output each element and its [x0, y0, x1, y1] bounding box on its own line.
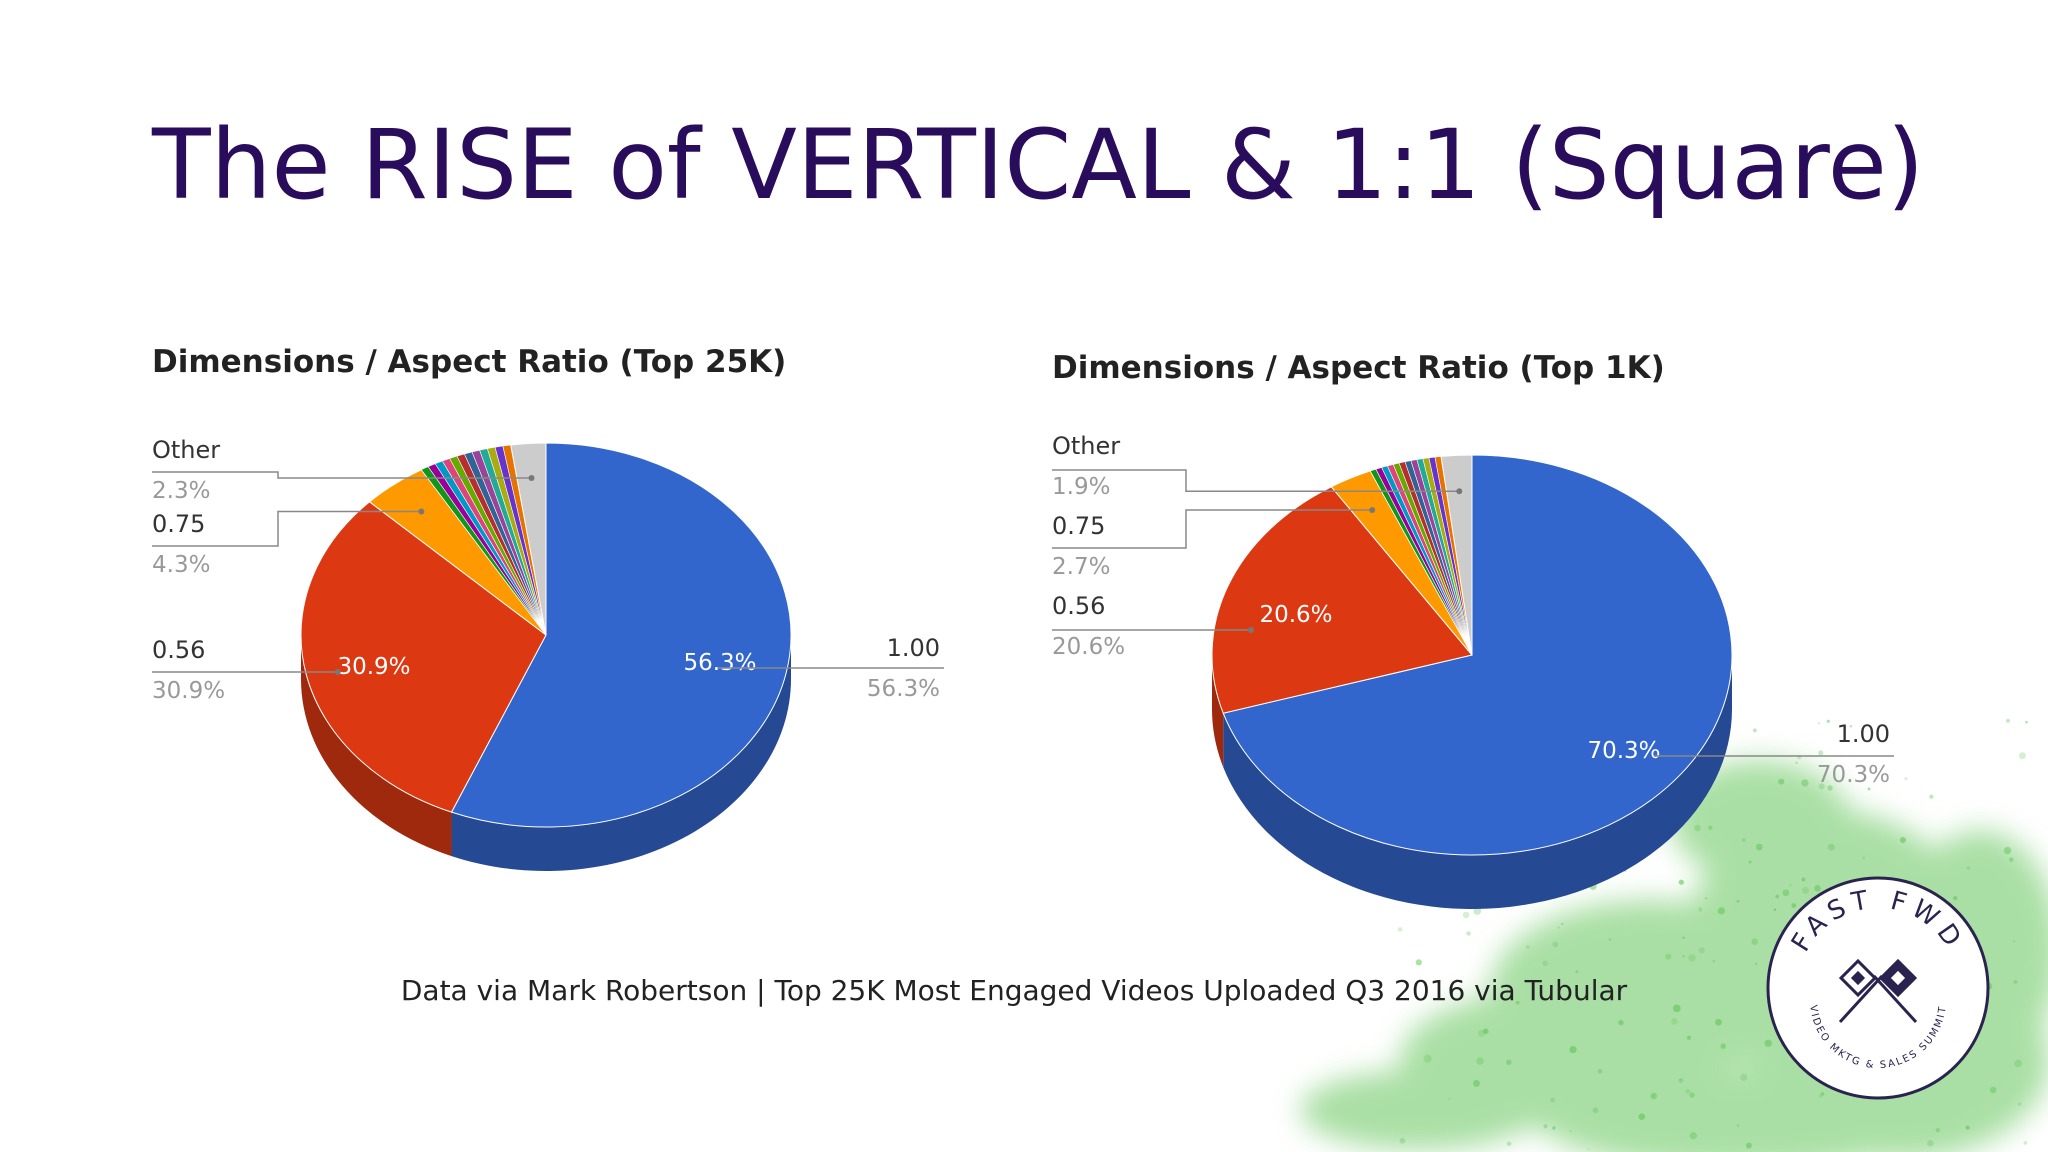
leader-dot [1456, 488, 1463, 495]
leader-dot [1248, 627, 1254, 633]
leader-line [152, 510, 422, 547]
chart-title: Dimensions / Aspect Ratio (Top 1K) [1052, 350, 1665, 386]
slice-value-label: 56.3% [683, 650, 756, 676]
pie-slice-0-56 [300, 501, 547, 813]
legend-percent-0-75: 4.3% [152, 552, 210, 578]
legend-label-0-75: 0.75 [1052, 512, 1105, 540]
legend-label-Other: Other [152, 436, 220, 464]
slide-title: The RISE of VERTICAL & 1:1 (Square) [152, 109, 1925, 221]
leader-line [1052, 469, 1460, 493]
pie-slice-0-56 [1211, 486, 1473, 714]
slice-value-label: 20.6% [1259, 602, 1332, 628]
legend-label-1-00: 1.00 [887, 634, 940, 662]
leader-dot [418, 508, 425, 515]
legend-percent-0-56: 30.9% [152, 678, 225, 704]
legend-percent-Other: 2.3% [152, 478, 210, 504]
pie-slice-1-00 [450, 442, 792, 828]
pie-side-0.56 [301, 635, 452, 857]
legend-label-1-00: 1.00 [1837, 720, 1890, 748]
chart-title: Dimensions / Aspect Ratio (Top 25K) [152, 344, 786, 380]
pie-side-1.00 [1223, 655, 1732, 910]
legend-percent-0-75: 2.7% [1052, 554, 1110, 580]
checkered-flags-icon [1838, 958, 1918, 1024]
pie-slice-1-00 [1222, 454, 1733, 856]
legend-label-0-75: 0.75 [152, 510, 205, 538]
leader-dot [528, 474, 535, 481]
leader-line [1052, 509, 1373, 549]
leader-dot [1369, 507, 1376, 514]
leader-dot [334, 669, 341, 675]
pie-side-0.56 [1212, 655, 1224, 768]
pie-slice-Other [1440, 454, 1473, 656]
fast-fwd-logo: FAST FWD VIDEO MKTG & SALES SUMMIT [1766, 876, 1990, 1100]
legend-percent-1-00: 70.3% [1817, 762, 1890, 788]
pie-side-1.00 [451, 635, 791, 871]
data-credit: Data via Mark Robertson | Top 25K Most E… [0, 974, 2048, 1007]
legend-label-0-56: 0.56 [1052, 592, 1105, 620]
legend-percent-1-00: 56.3% [867, 676, 940, 702]
data-credit-text: Data via Mark Robertson | Top 25K Most E… [400, 974, 1628, 1007]
pie-slice-Other [510, 442, 547, 636]
slice-value-label: 70.3% [1587, 738, 1660, 764]
slice-value-label: 30.9% [337, 654, 410, 680]
legend-label-0-56: 0.56 [152, 636, 205, 664]
legend-percent-0-56: 20.6% [1052, 634, 1125, 660]
legend-label-Other: Other [1052, 432, 1120, 460]
legend-percent-Other: 1.9% [1052, 474, 1110, 500]
leader-line [152, 471, 532, 479]
